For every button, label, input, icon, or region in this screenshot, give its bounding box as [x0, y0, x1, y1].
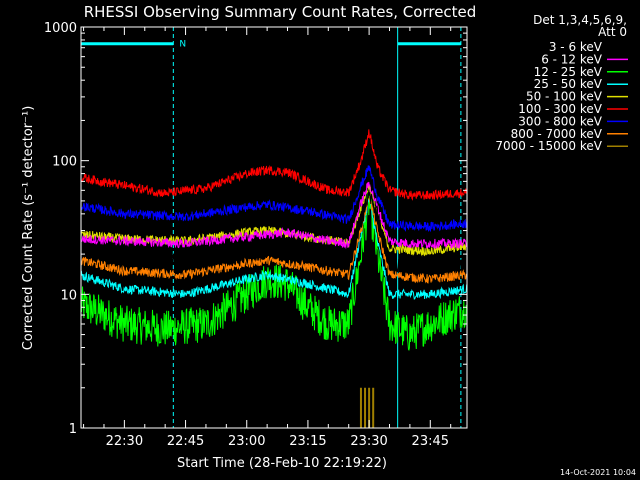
x-tick-label-5: 23:45 [412, 434, 449, 449]
night-bar-label: N [179, 40, 186, 50]
legend-label-3: 25 - 50 keV [534, 77, 603, 91]
y-tick-label-1: 10 [60, 288, 77, 303]
footer-timestamp: 14-Oct-2021 10:04 [560, 468, 636, 477]
x-tick-label-4: 23:30 [350, 434, 387, 449]
legend-label-1: 6 - 12 keV [541, 52, 603, 66]
series-line-5 [80, 129, 468, 201]
legend-label-2: 12 - 25 keV [534, 65, 603, 79]
legend-label-7: 800 - 7000 keV [511, 127, 603, 141]
series-line-1 [80, 181, 468, 250]
x-tick-label-2: 23:00 [228, 434, 265, 449]
y-tick-label-0: 1 [69, 422, 77, 437]
series-line-3 [80, 198, 468, 300]
x-tick-label-0: 22:30 [106, 434, 143, 449]
legend-header-detectors: Det 1,3,4,5,6,9, [533, 13, 627, 27]
legend-label-0: 3 - 6 keV [549, 40, 603, 54]
series-line-0 [80, 189, 468, 275]
y-tick-label-2: 100 [52, 155, 77, 170]
y-tick-label-3: 1000 [44, 21, 77, 36]
legend-label-6: 300 - 800 keV [518, 114, 602, 128]
legend-label-4: 50 - 100 keV [526, 90, 603, 104]
series-line-7 [80, 194, 468, 284]
legend-label-8: 7000 - 15000 keV [495, 139, 602, 153]
chart-title: RHESSI Observing Summary Count Rates, Co… [84, 3, 477, 21]
legend-header-attenuator: Att 0 [598, 25, 627, 39]
legend-label-5: 100 - 300 keV [518, 102, 602, 116]
x-tick-label-1: 22:45 [167, 434, 204, 449]
axes: 1 10 100 1000 22:30 22:45 23:00 23:15 23:30 23:45 [44, 21, 467, 449]
x-axis-label: Start Time (28-Feb-10 22:19:22) [177, 456, 387, 471]
series-line-4 [80, 183, 468, 257]
plot-frame [80, 26, 468, 429]
plot-area: N [80, 27, 468, 428]
series-line-2 [80, 193, 468, 351]
x-tick-label-3: 23:15 [289, 434, 326, 449]
series-line-6 [80, 165, 468, 233]
y-axis-label: Corrected Count Rate (s⁻¹ detector⁻¹) [21, 106, 36, 351]
